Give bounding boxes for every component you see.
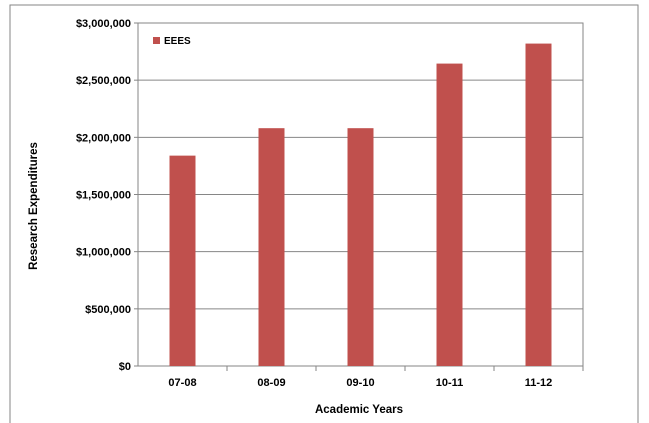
legend-label-eees: EEES bbox=[164, 36, 191, 47]
y-tick-label: $3,000,000 bbox=[76, 18, 131, 30]
y-tick-label: $1,500,000 bbox=[76, 190, 131, 202]
y-tick-label: $0 bbox=[119, 361, 131, 373]
y-tick-label: $1,000,000 bbox=[76, 247, 131, 259]
x-axis-title: Academic Years bbox=[315, 404, 403, 416]
bar-07-08 bbox=[169, 155, 196, 366]
bar-10-11 bbox=[436, 63, 463, 367]
y-axis-tick-labels: $0 $500,000 $1,000,000 $1,500,000 $2,000,000… bbox=[76, 18, 131, 373]
y-tick-label: $2,000,000 bbox=[76, 132, 131, 144]
x-tick-label: 09-10 bbox=[346, 377, 374, 389]
x-tick-label: 08-09 bbox=[257, 377, 285, 389]
legend: EEES bbox=[153, 36, 191, 47]
y-axis-title: Research Expenditures bbox=[28, 142, 40, 270]
x-axis-tick-labels: 07-08 08-09 09-10 10-11 11-12 bbox=[168, 377, 552, 389]
outer-border bbox=[9, 4, 639, 423]
x-tick-label: 07-08 bbox=[168, 377, 196, 389]
x-tick-label: 11-12 bbox=[525, 377, 553, 389]
legend-swatch-eees bbox=[153, 37, 160, 44]
bar-08-09 bbox=[258, 128, 285, 366]
bar-11-12 bbox=[525, 43, 552, 366]
y-tick-label: $500,000 bbox=[85, 304, 131, 316]
bars bbox=[169, 43, 552, 367]
x-tick-label: 10-11 bbox=[436, 377, 464, 389]
bar-09-10 bbox=[347, 128, 374, 366]
y-tick-label: $2,500,000 bbox=[76, 75, 131, 87]
